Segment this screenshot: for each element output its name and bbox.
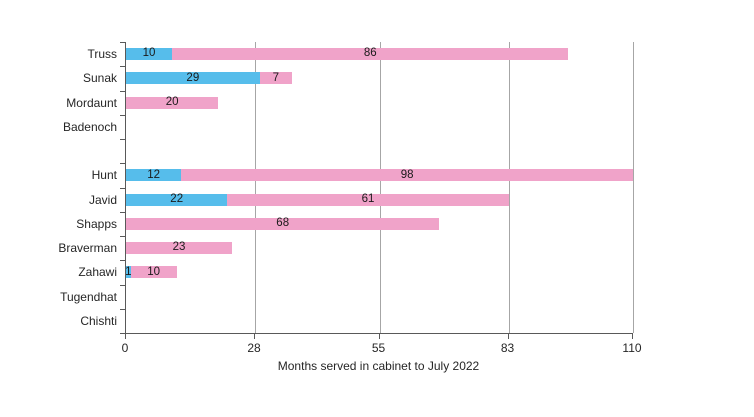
y-axis-tick bbox=[120, 163, 125, 165]
bar-segment-pink: 61 bbox=[227, 192, 509, 206]
bar-row-sunak: 29 7 bbox=[126, 66, 633, 90]
category-label-shapps: Shapps bbox=[76, 216, 117, 231]
bar-segment-pink: 86 bbox=[172, 47, 569, 61]
bar-track: 1 10 bbox=[125, 265, 633, 279]
x-axis-tick-28 bbox=[254, 334, 256, 339]
bar-track: 23 bbox=[126, 241, 633, 255]
category-label-braverman: Braverman bbox=[58, 241, 117, 256]
value-label: 23 bbox=[172, 241, 186, 254]
bar-row-javid: 22 61 bbox=[126, 188, 633, 212]
bar-track: 22 61 bbox=[126, 192, 633, 206]
value-label: 10 bbox=[142, 47, 156, 60]
y-axis-tick bbox=[120, 139, 125, 140]
bar-row-shapps: 68 bbox=[126, 212, 633, 236]
x-tick-label-55: 55 bbox=[371, 341, 386, 355]
category-label-zahawi: Zahawi bbox=[78, 265, 117, 280]
bar-row-chishti bbox=[126, 309, 633, 333]
category-label-truss: Truss bbox=[87, 47, 117, 62]
gridline-110 bbox=[633, 42, 634, 333]
value-label: 10 bbox=[147, 265, 161, 278]
category-label-hunt: Hunt bbox=[91, 168, 117, 183]
bar-track: 20 bbox=[126, 95, 633, 109]
bar-row-truss: 10 86 bbox=[126, 42, 633, 66]
bar-segment-blue: 10 bbox=[126, 47, 173, 61]
bar-segment-pink: 23 bbox=[126, 241, 232, 255]
x-axis-tick-55 bbox=[378, 334, 380, 339]
bar-track bbox=[126, 315, 633, 327]
y-axis-tick bbox=[120, 308, 125, 310]
value-label: 68 bbox=[276, 217, 290, 230]
bar-row-mordaunt: 20 bbox=[126, 91, 633, 115]
gridline-55 bbox=[379, 42, 381, 333]
bar-row-spacer bbox=[126, 139, 633, 163]
y-axis-tick bbox=[120, 90, 125, 92]
category-label-mordaunt: Mordaunt bbox=[66, 95, 117, 110]
x-axis-tick-110 bbox=[632, 334, 633, 339]
bar-row-zahawi: 1 10 bbox=[125, 260, 633, 284]
value-label: 12 bbox=[147, 168, 161, 181]
bar-segment-blue: 29 bbox=[126, 71, 260, 85]
y-axis-tick bbox=[120, 333, 125, 334]
category-label-chishti: Chishti bbox=[80, 313, 117, 328]
bar-segment-blue: 1 bbox=[125, 265, 132, 279]
bar-row-badenoch bbox=[126, 115, 633, 139]
y-axis-tick bbox=[120, 42, 125, 43]
category-label-tugendhat: Tugendhat bbox=[60, 289, 117, 304]
bar-row-tugendhat bbox=[126, 285, 633, 309]
bar-track bbox=[126, 291, 633, 303]
value-label: 22 bbox=[170, 192, 184, 205]
y-axis-tick bbox=[120, 260, 125, 262]
bar-track bbox=[126, 145, 633, 157]
category-label-badenoch: Badenoch bbox=[62, 119, 117, 134]
category-label-javid: Javid bbox=[88, 192, 117, 207]
value-label: 61 bbox=[361, 192, 375, 205]
value-label: 1 bbox=[125, 265, 132, 278]
gridline-28 bbox=[255, 42, 257, 333]
bar-segment-pink: 10 bbox=[130, 265, 177, 279]
x-tick-label-28: 28 bbox=[247, 341, 261, 355]
category-label-sunak: Sunak bbox=[82, 71, 117, 86]
bar-segment-blue: 22 bbox=[126, 192, 228, 206]
bar-track: 12 98 bbox=[126, 168, 633, 182]
x-axis-tick-83 bbox=[507, 334, 509, 339]
bar-row-hunt: 12 98 bbox=[126, 163, 633, 187]
bar-segment-pink: 20 bbox=[126, 95, 219, 109]
value-label: 29 bbox=[186, 71, 200, 84]
bar-segment-pink: 7 bbox=[259, 71, 292, 85]
y-axis-tick bbox=[120, 284, 125, 286]
value-label: 7 bbox=[272, 71, 279, 84]
bar-track: 10 86 bbox=[126, 47, 633, 61]
value-label: 98 bbox=[400, 168, 414, 181]
bar-segment-pink: 68 bbox=[126, 217, 440, 230]
x-axis-tick-0 bbox=[125, 334, 126, 339]
x-axis-title: Months served in cabinet to July 2022 bbox=[277, 359, 480, 373]
plot-area: 10 86 29 7 20 12 98 22 61 68 23 1 10 bbox=[125, 42, 634, 334]
y-axis-tick bbox=[120, 236, 125, 237]
value-label: 86 bbox=[363, 47, 377, 60]
bar-segment-pink: 98 bbox=[181, 168, 633, 182]
y-axis-tick bbox=[120, 211, 125, 213]
x-tick-label-83: 83 bbox=[500, 341, 515, 355]
bar-track bbox=[126, 121, 633, 133]
bar-row-braverman: 23 bbox=[126, 236, 633, 260]
bar-segment-blue: 12 bbox=[126, 168, 182, 182]
bar-track: 68 bbox=[126, 218, 633, 230]
gridline-83 bbox=[508, 42, 510, 333]
bar-track: 29 7 bbox=[126, 71, 633, 85]
x-tick-label-0: 0 bbox=[121, 341, 129, 355]
y-axis-tick bbox=[120, 114, 125, 116]
category-axis-labels: Truss Sunak Mordaunt Badenoch Hunt Javid Shapp… bbox=[0, 42, 117, 333]
y-axis-tick bbox=[120, 187, 125, 189]
value-label: 20 bbox=[165, 95, 179, 108]
y-axis-tick bbox=[120, 66, 125, 68]
x-tick-label-110: 110 bbox=[622, 341, 642, 355]
